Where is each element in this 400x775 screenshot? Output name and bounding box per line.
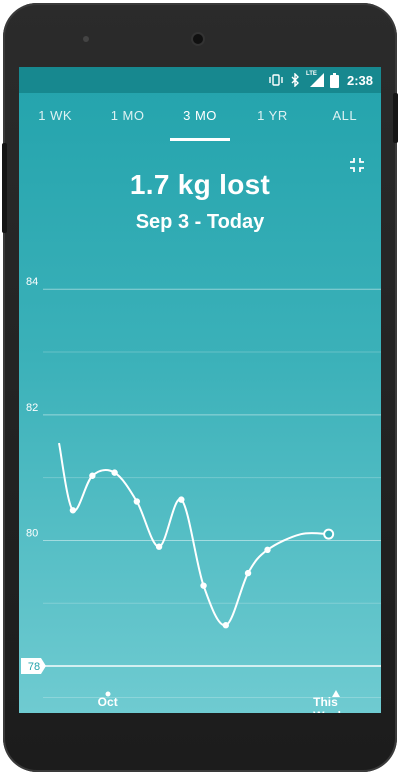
speaker bbox=[83, 36, 89, 42]
network-type-label: LTE bbox=[305, 71, 317, 77]
data-point bbox=[69, 507, 77, 514]
data-point-current bbox=[323, 528, 335, 540]
x-axis-dot-marker bbox=[105, 684, 111, 702]
tab-3-months[interactable]: 3 MO bbox=[164, 103, 236, 141]
app-screen: 84 82 80 78 LTE 2:38 1 WK 1 MO bbox=[19, 67, 381, 713]
tab-1-year[interactable]: 1 YR bbox=[236, 103, 308, 139]
data-point bbox=[200, 582, 207, 589]
tab-1-week[interactable]: 1 WK bbox=[19, 103, 91, 139]
tab-1-month[interactable]: 1 MO bbox=[91, 103, 163, 139]
tab-all[interactable]: ALL bbox=[309, 103, 381, 139]
status-icons: LTE 2:38 bbox=[268, 71, 373, 89]
weight-change-headline: 1.7 kg lost bbox=[129, 169, 271, 200]
data-point bbox=[264, 546, 271, 554]
data-point bbox=[244, 569, 252, 577]
data-point bbox=[222, 622, 229, 629]
weight-series-line bbox=[58, 442, 329, 627]
tab-label: ALL bbox=[332, 108, 358, 123]
status-bar: LTE 2:38 bbox=[19, 67, 381, 93]
data-point bbox=[111, 469, 118, 476]
y-tick-label: 80 bbox=[26, 527, 38, 539]
current-week-marker-icon bbox=[331, 684, 340, 702]
x-axis-label: Oct bbox=[97, 695, 118, 709]
battery-icon bbox=[329, 72, 339, 88]
vibrate-icon bbox=[269, 74, 283, 86]
highlight-tick-badge bbox=[21, 658, 46, 675]
range-tabs: 1 WK 1 MO 3 MO 1 YR ALL bbox=[19, 103, 381, 141]
tab-label: 3 MO bbox=[183, 108, 217, 123]
bluetooth-icon bbox=[291, 73, 299, 87]
lte-signal-icon: LTE bbox=[305, 71, 324, 87]
x-axis-label: This Week bbox=[313, 695, 344, 713]
tab-label: 1 YR bbox=[257, 108, 288, 123]
date-range-label: Sep 3 - Today bbox=[135, 211, 265, 233]
collapse-icon[interactable] bbox=[349, 157, 365, 173]
tab-label: 1 WK bbox=[38, 108, 73, 123]
tab-label: 1 MO bbox=[110, 108, 145, 123]
data-point bbox=[178, 496, 185, 503]
front-camera bbox=[193, 34, 203, 44]
data-point bbox=[89, 472, 96, 479]
power-button[interactable] bbox=[393, 93, 398, 143]
volume-button[interactable] bbox=[2, 143, 7, 233]
y-tick-label: 84 bbox=[26, 276, 38, 288]
y-tick-label: 78 bbox=[28, 661, 40, 673]
clock: 2:38 bbox=[346, 72, 373, 88]
data-point bbox=[155, 543, 163, 550]
data-point bbox=[133, 498, 141, 505]
weight-chart: 84 82 80 78 bbox=[21, 276, 381, 698]
y-tick-label: 82 bbox=[26, 402, 38, 414]
